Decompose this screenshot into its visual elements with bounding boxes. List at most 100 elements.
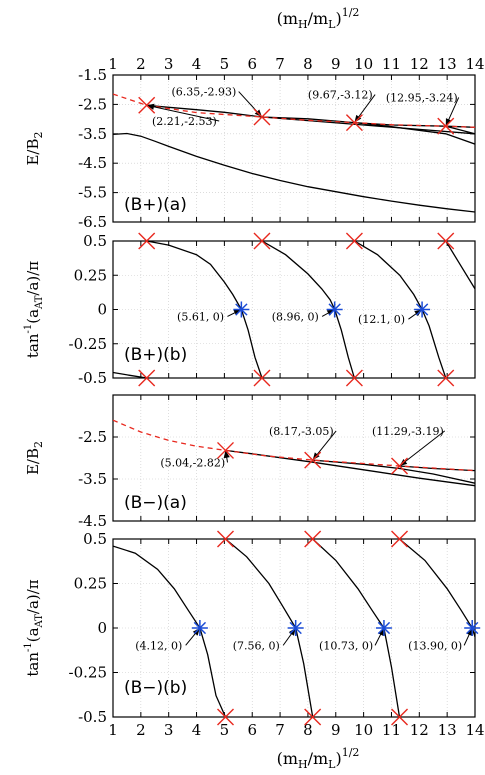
- y-tick-label: -3.5: [78, 470, 107, 488]
- x-tick-label: 1: [108, 55, 118, 73]
- plot-frame: [112, 394, 476, 522]
- point-annotation: (2.21,-2.53): [152, 115, 217, 128]
- threshold-cross-marker: [138, 369, 156, 387]
- threshold-cross-marker: [345, 369, 363, 387]
- x-tick-label: 3: [164, 55, 174, 73]
- x-tick-label: 12: [410, 721, 429, 739]
- annotation-arrowhead: [146, 103, 155, 110]
- y-tick-label: -4.5: [78, 512, 107, 530]
- point-annotation: (8.17,-3.05): [269, 425, 334, 438]
- y-tick-label: -2.5: [78, 95, 107, 113]
- energy-curve-3: [399, 539, 475, 638]
- y-tick-label: -6.5: [78, 213, 107, 231]
- threshold-cross-marker: [391, 530, 409, 548]
- x-tick-label: 4: [192, 55, 202, 73]
- point-annotation: (9.67,-3.12): [308, 89, 373, 102]
- annotation-arrow: [399, 430, 446, 467]
- x-tick-label: 11: [382, 721, 401, 739]
- point-annotation: (12.95,-3.24): [386, 91, 458, 104]
- y-tick-label: -0.5: [78, 369, 107, 387]
- point-annotation: (11.29,-3.19): [372, 425, 444, 438]
- x-label-close: ): [335, 9, 341, 28]
- threshold-cross-marker: [391, 457, 409, 475]
- x-tick-label: 2: [136, 721, 146, 739]
- y-tick-label: -3.5: [78, 125, 107, 143]
- x-label-l-sub-bottom: L: [328, 758, 336, 771]
- panel-label: (B+)(a): [124, 195, 187, 215]
- panel-bminus-a: -2.5 -3.5 -4.5 E/B2 (5.04,-2.82) (8.17,-3.05)…: [24, 394, 476, 530]
- x-tick-label: 5: [220, 55, 230, 73]
- x-tick-label: 7: [275, 721, 285, 739]
- annotation-arrowhead: [223, 450, 230, 459]
- energy-curve-0: [113, 371, 147, 378]
- y-axis-label: E/B2: [24, 441, 45, 475]
- y-tick-label: -0.25: [69, 335, 107, 353]
- x-tick-label: 14: [465, 55, 484, 73]
- threshold-cross-marker: [217, 708, 234, 726]
- threshold-cross-marker: [345, 232, 363, 250]
- panel-bplus-b: 0.5 0.25 0 -0.25 -0.5 tan-1(aAT/a)/π (5.61, 0)…: [23, 232, 476, 387]
- point-annotation: (5.61, 0): [177, 310, 224, 323]
- x-label-h-sub: H: [298, 18, 308, 31]
- zero-crossing-star-marker: [375, 620, 392, 636]
- zero-crossing-star-marker: [191, 620, 208, 636]
- x-label-exp-bottom: 1/2: [342, 746, 360, 759]
- x-tick-label: 14: [465, 721, 484, 739]
- panel-label: (B−)(a): [124, 493, 187, 513]
- point-annotation: (7.56, 0): [233, 639, 280, 652]
- x-tick-label: 8: [303, 55, 313, 73]
- x-tick-label: 2: [136, 55, 146, 73]
- x-tick-label: 13: [438, 55, 457, 73]
- y-tick-label: 0.25: [74, 575, 107, 593]
- x-tick-label: 4: [192, 721, 202, 739]
- x-label-close-bottom: ): [335, 749, 341, 768]
- zero-crossing-star-marker: [326, 301, 343, 318]
- zero-crossing-star-marker: [233, 301, 250, 318]
- x-tick-label: 10: [354, 721, 373, 739]
- energy-curve-2: [312, 539, 401, 717]
- x-tick-label: 6: [247, 721, 257, 739]
- top-x-axis-label: (mH/mL)1/2: [277, 6, 360, 31]
- threshold-cross-marker: [437, 369, 455, 387]
- point-annotation: (5.04,-2.82): [160, 456, 225, 469]
- energy-curve-1: [225, 539, 314, 717]
- y-axis-label: tan-1(aAT/a)/π: [23, 579, 45, 676]
- y-tick-label: -1.5: [78, 66, 107, 84]
- y-axis-label: E/B2: [24, 131, 45, 165]
- x-tick-label: 7: [275, 55, 285, 73]
- threshold-cross-marker: [217, 530, 234, 548]
- x-tick-label: 6: [247, 55, 257, 73]
- y-tick-label: 0.5: [83, 530, 107, 548]
- x-label-slash-bottom: /m: [308, 749, 329, 768]
- x-label-l-sub: L: [328, 18, 336, 31]
- energy-curve-0: [113, 545, 227, 717]
- x-tick-label: 8: [303, 721, 313, 739]
- x-tick-label: 9: [331, 55, 341, 73]
- y-tick-label: -0.25: [69, 664, 107, 682]
- threshold-cross-marker: [391, 708, 409, 726]
- energy-curve-3: [445, 125, 475, 135]
- dashed-threshold-curve: [113, 93, 475, 128]
- zero-crossing-star-marker: [287, 620, 304, 636]
- energy-curve-2: [261, 241, 356, 378]
- threshold-cross-marker: [253, 108, 271, 126]
- zero-crossing-star-marker: [414, 301, 431, 318]
- y-tick-label: -0.5: [78, 708, 107, 726]
- point-annotation: (4.12, 0): [135, 639, 182, 652]
- panel-label: (B+)(b): [124, 345, 187, 365]
- x-tick-label: 11: [382, 55, 401, 73]
- y-tick-label: -2.5: [78, 428, 107, 446]
- point-annotation: (12.1, 0): [358, 313, 405, 326]
- threshold-cross-marker: [217, 441, 234, 459]
- x-label-slash: /m: [308, 9, 329, 28]
- threshold-cross-marker: [138, 232, 156, 250]
- threshold-cross-marker: [253, 232, 271, 250]
- x-tick-label: 9: [331, 721, 341, 739]
- bottom-x-axis-label: (mH/mL)1/2: [277, 746, 360, 771]
- x-tick-label: 10: [354, 55, 373, 73]
- point-annotation: (6.35,-2.93): [171, 86, 236, 99]
- energy-curve-4: [445, 241, 475, 290]
- y-tick-label: -4.5: [78, 154, 107, 172]
- y-tick-label: 0: [97, 619, 107, 637]
